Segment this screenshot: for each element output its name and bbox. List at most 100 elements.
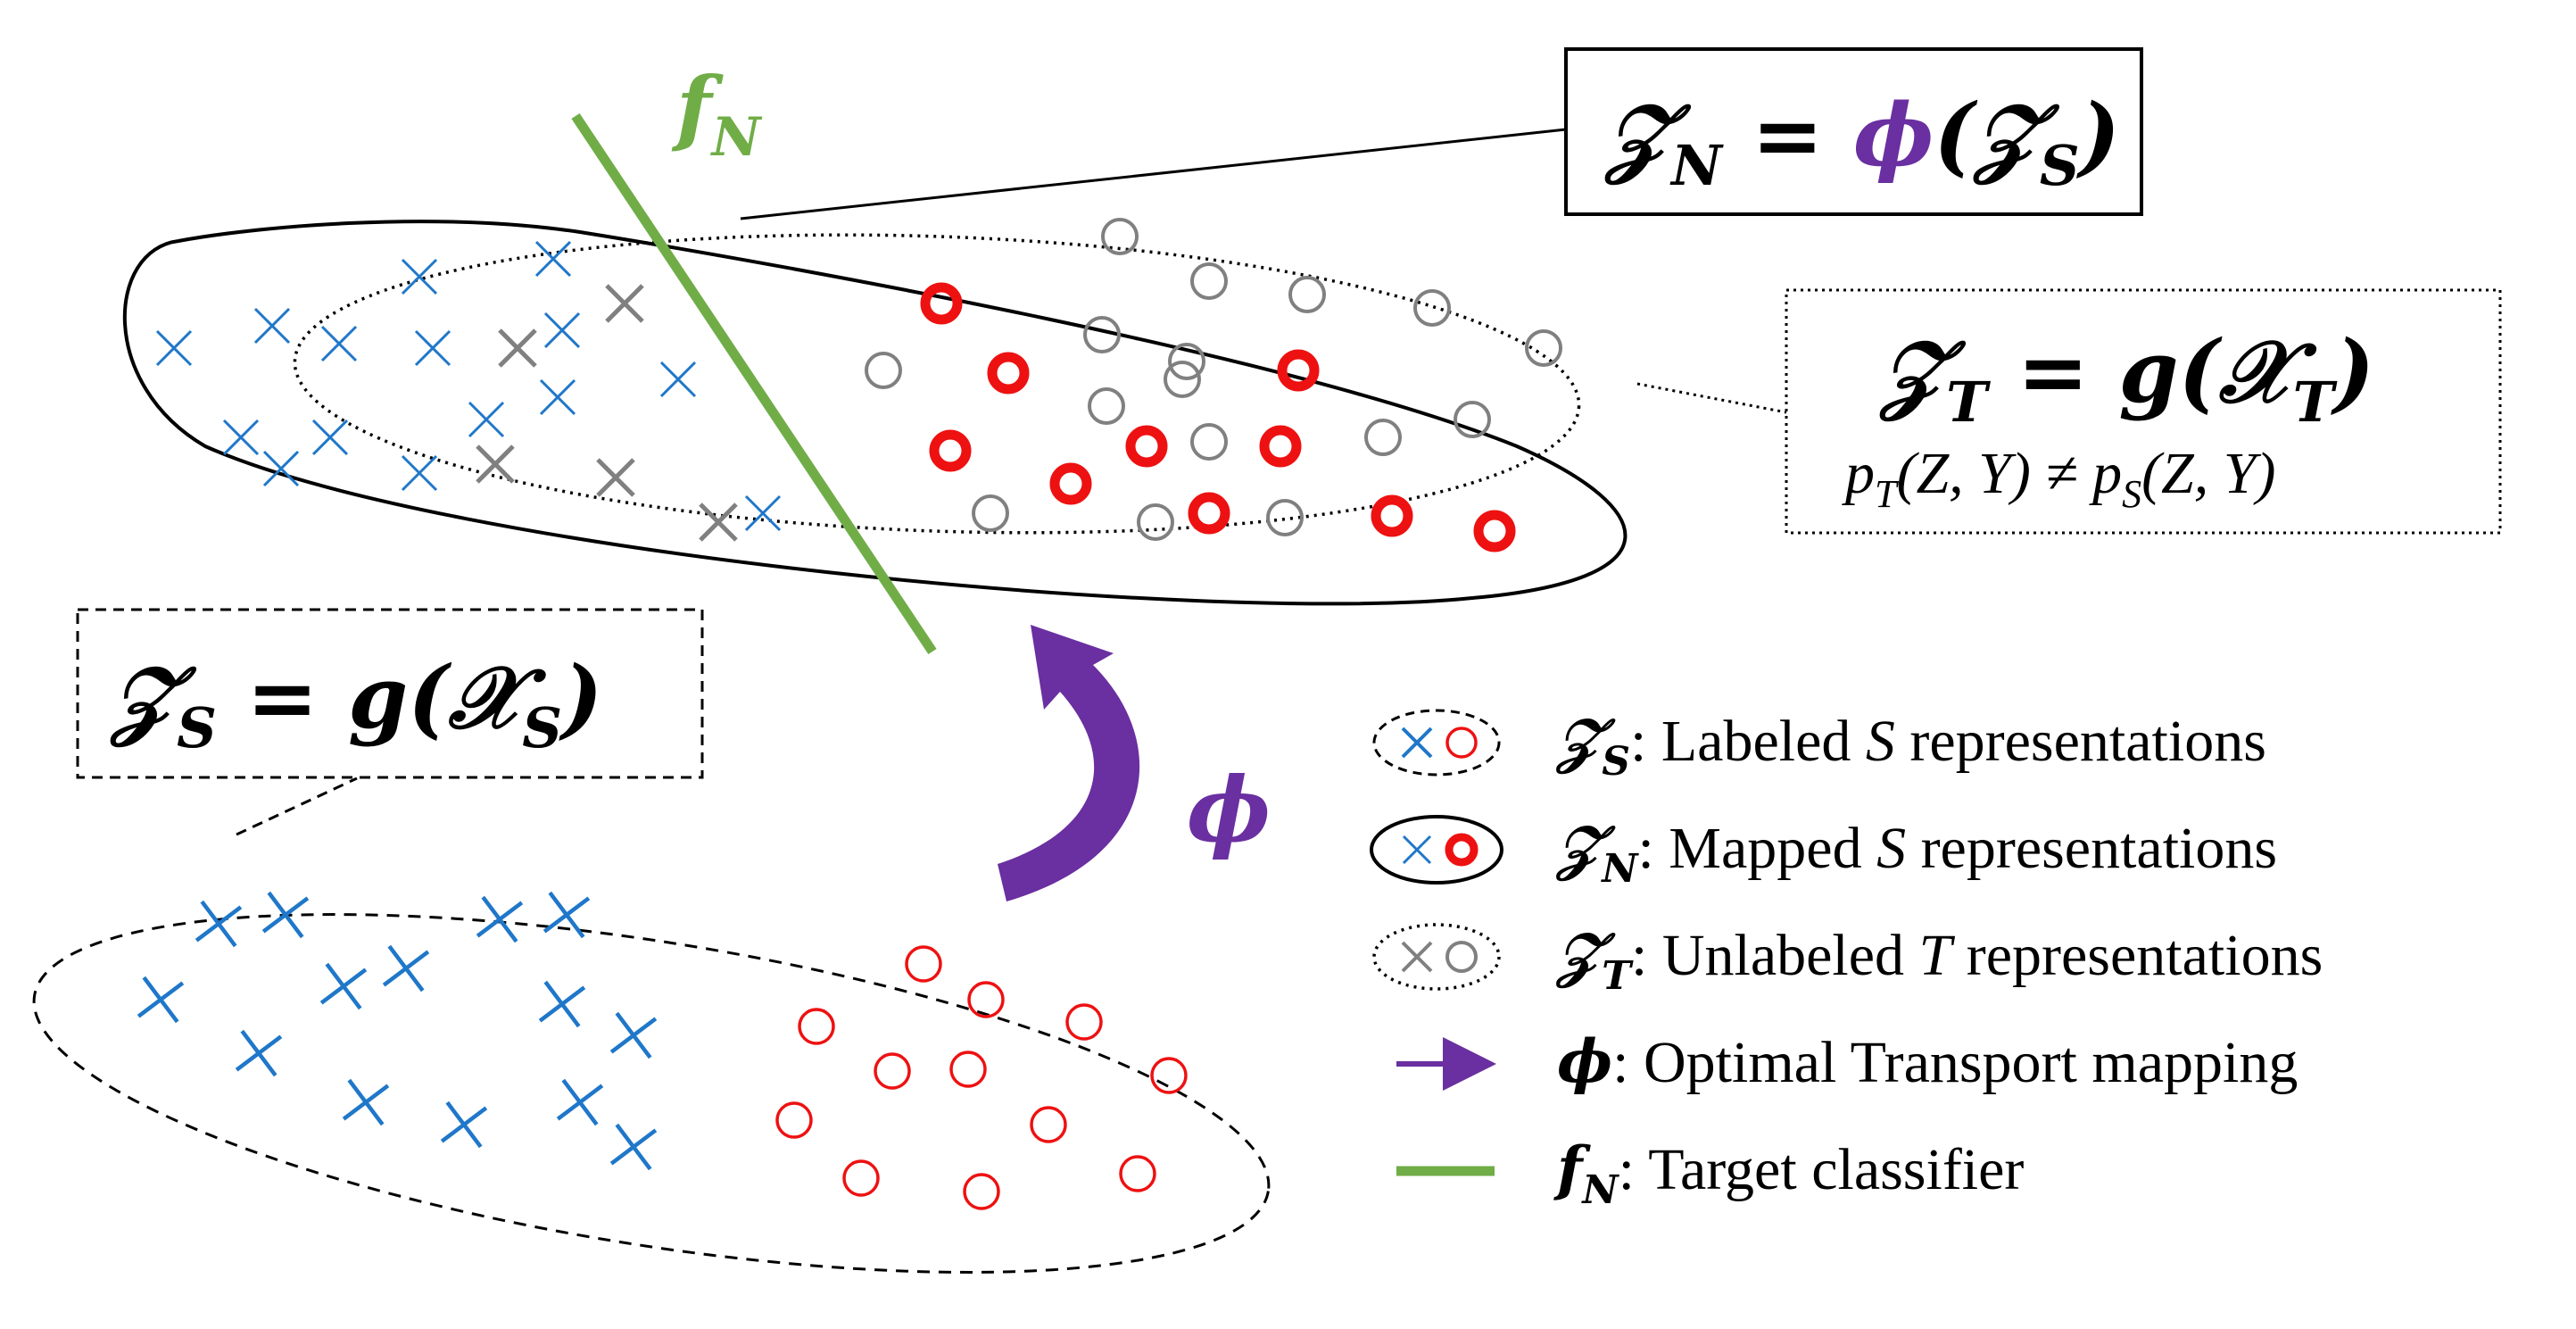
zn-formula: 𝒵N = ϕ(𝒵S) xyxy=(1603,85,2120,198)
source-blue-cross xyxy=(556,1078,604,1126)
mapped-red-circle xyxy=(1259,425,1302,468)
mapped-red-circle xyxy=(1371,494,1413,537)
source-blue-cross xyxy=(195,900,243,948)
legend-mapped-circle xyxy=(1445,833,1479,867)
zn-box xyxy=(1564,47,2143,216)
mapped-blue-cross xyxy=(534,240,572,278)
connector-zt xyxy=(1636,382,1787,414)
target-gray-circle xyxy=(1088,387,1125,425)
source-blue-cross xyxy=(543,891,591,939)
zt-formula: 𝒵T = g(𝒳T) xyxy=(1878,321,2374,435)
source-red-circle xyxy=(1065,1003,1103,1041)
source-red-circle xyxy=(1030,1106,1067,1143)
mapped-red-circle xyxy=(1125,425,1168,468)
source-red-circle xyxy=(967,981,1005,1018)
mapped-red-circle xyxy=(1473,510,1516,552)
mapped-blue-cross xyxy=(401,258,438,295)
legend-mapped-ellipse xyxy=(1370,815,1503,885)
legend-target-ellipse xyxy=(1372,923,1501,991)
mapped-red-circle xyxy=(929,429,972,472)
source-red-circle xyxy=(949,1051,987,1088)
target-gray-cross xyxy=(498,328,537,368)
legend-source-ellipse xyxy=(1372,709,1501,777)
legend-entry-target: 𝒵T: Unlabeled T representations xyxy=(1555,919,2323,999)
source-blue-cross xyxy=(538,980,586,1028)
connector-zs xyxy=(236,777,358,836)
mapped-blue-cross xyxy=(155,329,193,367)
source-blue-cross xyxy=(476,895,524,943)
legend: 𝒵S: Labeled S representations 𝒵N: Mapped… xyxy=(1553,705,2323,1213)
target-classifier-line xyxy=(571,112,937,655)
mapped-blue-cross xyxy=(414,329,451,367)
source-red-circle xyxy=(963,1173,1000,1210)
legend-entry-classifier: fN: Target classifier xyxy=(1553,1134,2024,1213)
transport-arrow xyxy=(998,625,1140,901)
target-gray-circle xyxy=(1083,316,1121,353)
legend-mapped-cross xyxy=(1402,835,1432,865)
connector-zn xyxy=(740,128,1567,220)
target-gray-circle xyxy=(1190,262,1228,300)
target-gray-circle xyxy=(1525,329,1562,367)
mapped-blue-cross xyxy=(222,419,260,456)
source-blue-cross xyxy=(261,891,310,939)
source-blue-cross xyxy=(609,1011,658,1059)
target-gray-circle xyxy=(972,494,1009,532)
classifier-label: fN xyxy=(671,59,763,169)
source-red-circle xyxy=(842,1159,880,1197)
source-blue-cross xyxy=(319,962,368,1010)
source-red-circle xyxy=(1119,1155,1156,1192)
source-red-circle xyxy=(1150,1057,1188,1094)
mapped-blue-cross xyxy=(253,307,291,345)
source-region-ellipse xyxy=(32,913,1271,1274)
source-red-circle xyxy=(798,1008,835,1045)
legend-source-circle xyxy=(1445,727,1478,759)
target-gray-circle xyxy=(1101,218,1139,255)
mapped-blue-cross xyxy=(543,311,581,349)
source-blue-cross xyxy=(609,1123,658,1171)
source-blue-cross xyxy=(440,1101,488,1149)
target-gray-cross xyxy=(596,458,635,497)
source-blue-cross xyxy=(382,944,430,993)
mapped-red-circle xyxy=(987,352,1030,395)
mapped-blue-cross xyxy=(744,494,782,532)
mapped-blue-cross xyxy=(468,401,505,438)
source-red-circle xyxy=(874,1052,911,1090)
zt-condition: pT(Z, Y) ≠ pS(Z, Y) xyxy=(1842,441,2275,516)
legend-target-cross xyxy=(1401,941,1433,973)
mapped-blue-cross xyxy=(320,325,358,362)
mapped-red-circle xyxy=(1277,349,1320,392)
target-gray-circle xyxy=(865,352,902,389)
mapped-red-circle xyxy=(920,282,963,325)
legend-entry-source: 𝒵S: Labeled S representations xyxy=(1555,705,2266,785)
target-gray-circle xyxy=(1168,343,1205,380)
source-blue-cross xyxy=(342,1078,390,1126)
target-gray-circle xyxy=(1266,499,1304,536)
target-gray-cross xyxy=(605,284,644,323)
mapped-red-circle xyxy=(1188,492,1230,535)
target-gray-cross xyxy=(699,503,738,542)
source-blue-cross xyxy=(235,1029,283,1077)
mapped-blue-cross xyxy=(262,450,300,487)
target-gray-circle xyxy=(1164,361,1201,398)
mapped-region-ellipse xyxy=(122,220,1628,606)
source-red-circle xyxy=(905,945,942,983)
mapped-blue-cross xyxy=(311,419,349,456)
legend-source-cross xyxy=(1401,727,1433,759)
target-region-ellipse xyxy=(293,233,1581,535)
target-gray-circle xyxy=(1454,401,1491,438)
legend-entry-mapped: 𝒵N: Mapped S representations xyxy=(1555,812,2277,892)
target-gray-circle xyxy=(1364,419,1402,456)
mapped-blue-cross xyxy=(401,454,438,492)
transport-phi-label: ϕ xyxy=(1187,757,1271,862)
legend-entry-transport: ϕ: Optimal Transport mapping xyxy=(1557,1026,2298,1096)
legend-target-circle xyxy=(1445,941,1478,973)
target-gray-circle xyxy=(1190,423,1228,461)
target-gray-circle xyxy=(1137,503,1174,541)
zs-box xyxy=(76,608,704,779)
mapped-red-circle xyxy=(1049,462,1092,505)
source-blue-cross xyxy=(137,976,185,1024)
source-red-circle xyxy=(775,1101,813,1139)
target-gray-circle xyxy=(1288,276,1326,313)
mapped-blue-cross xyxy=(539,378,576,416)
